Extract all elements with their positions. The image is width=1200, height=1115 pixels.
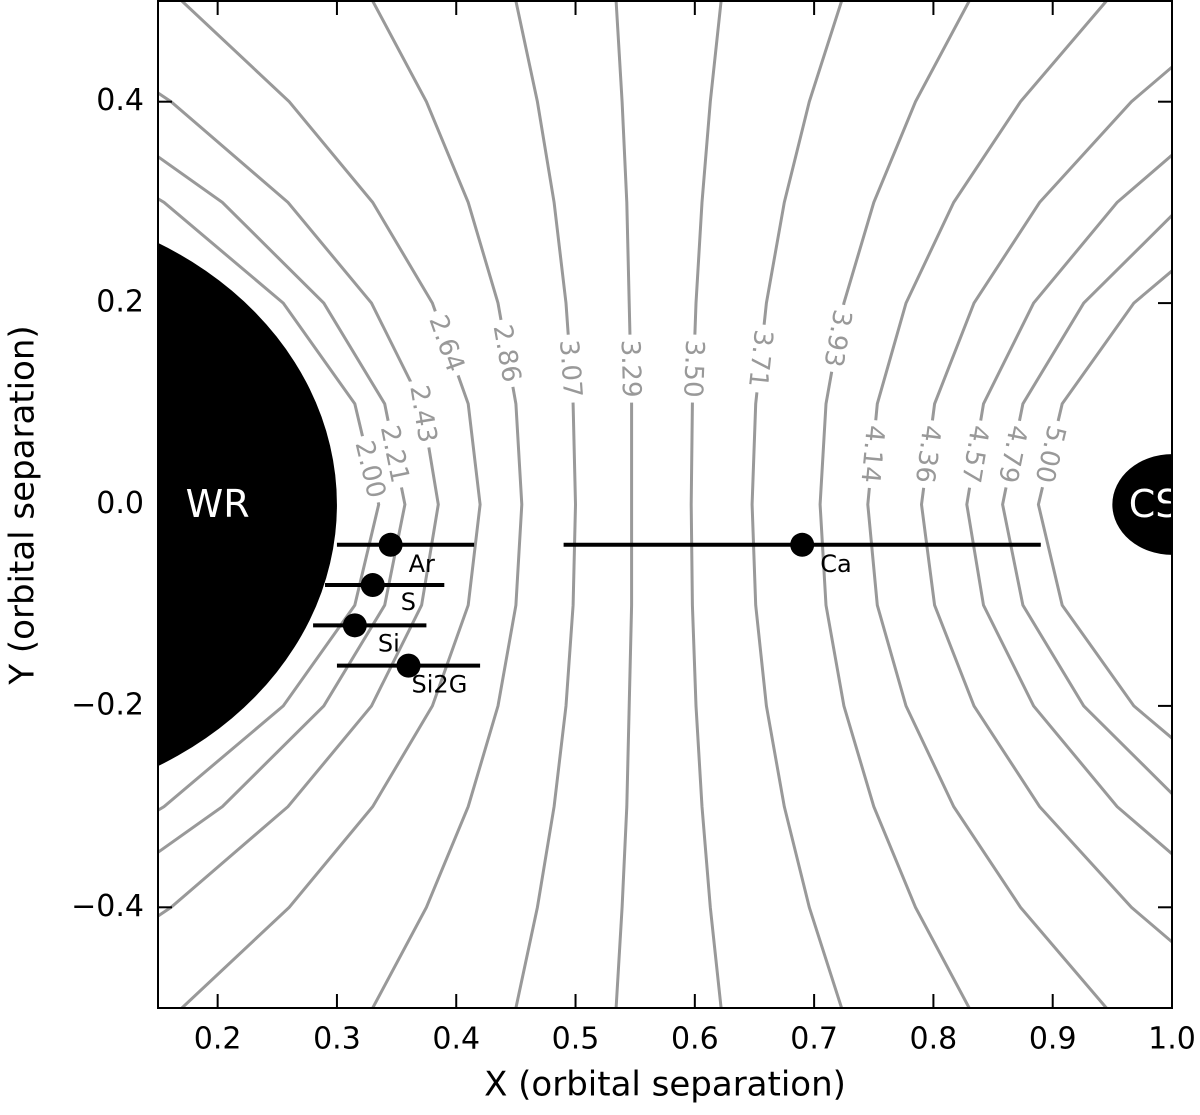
point-label: Si — [378, 629, 400, 657]
contour-line — [818, 1, 971, 1008]
contour-line — [180, 1, 482, 1008]
contour-label-bg — [347, 432, 393, 506]
star — [1112, 454, 1172, 555]
point-label: Ca — [820, 550, 851, 578]
contour-label-bg — [954, 418, 996, 491]
x-tick-label: 0.4 — [432, 1022, 480, 1057]
contour-label-group: 3.29 — [614, 334, 647, 403]
contour-line — [1036, 268, 1172, 741]
contour-label-group: 5.00 — [1027, 417, 1073, 491]
contour-label-group: 3.07 — [553, 333, 588, 404]
point — [790, 532, 815, 557]
point — [378, 532, 403, 557]
contour-line — [965, 153, 1172, 856]
y-tick-label: 0.4 — [96, 83, 144, 118]
contour-label-group: 3.93 — [816, 302, 859, 375]
contour-line — [689, 1, 723, 1008]
contour-label: 3.93 — [817, 307, 857, 369]
contour-label: 4.57 — [955, 423, 994, 485]
contour-label-group: 4.14 — [854, 418, 891, 490]
x-tick-label: 0.8 — [910, 1022, 958, 1057]
contour-label: 5.00 — [1029, 422, 1072, 485]
contour-line — [514, 1, 578, 1008]
x-tick-label: 0.7 — [790, 1022, 838, 1057]
contour-label-bg — [402, 377, 444, 450]
contour-label-group: 4.57 — [954, 418, 996, 491]
contour-line — [919, 65, 1172, 944]
contour-label: 3.50 — [677, 339, 709, 398]
contour-label: 2.64 — [422, 311, 470, 376]
point — [342, 613, 367, 638]
point-label: Ar — [409, 550, 435, 578]
contour-label-bg — [908, 418, 948, 490]
contour-label-bg — [741, 323, 780, 394]
contour-label-bg — [614, 334, 647, 403]
contour-line — [158, 154, 407, 855]
contour-label: 4.79 — [992, 423, 1033, 486]
contour-label-bg — [421, 306, 473, 381]
contour-label: 3.71 — [742, 328, 778, 389]
y-tick-label: 0.0 — [96, 486, 144, 521]
contour-label-bg — [373, 417, 417, 491]
contour-label-bg — [553, 333, 588, 404]
x-tick-label: 1.0 — [1148, 1022, 1196, 1057]
contour-label-group: 4.79 — [991, 417, 1035, 491]
x-axis-label: X (orbital separation) — [484, 1065, 846, 1105]
y-tick-label: 0.2 — [96, 285, 144, 320]
contour-label: 2.43 — [403, 383, 442, 445]
x-tick-label: 0.5 — [552, 1022, 600, 1057]
contour-label-bg — [991, 417, 1035, 491]
contour-line — [614, 1, 634, 1008]
contour-line — [866, 1, 1108, 1008]
point — [360, 573, 385, 598]
contour-label-group: 2.86 — [486, 317, 528, 390]
contour-label-group: 4.36 — [908, 418, 948, 490]
x-tick-label: 0.3 — [313, 1022, 361, 1057]
contour-label-group: 2.64 — [421, 306, 473, 381]
contour-label: 4.14 — [854, 424, 889, 484]
contour-label-bg — [854, 418, 891, 490]
contour-line — [1001, 213, 1172, 796]
x-tick-label: 0.2 — [194, 1022, 242, 1057]
contour-label-bg — [677, 334, 710, 404]
contour-label: 4.36 — [909, 423, 946, 484]
contour-label-bg — [816, 302, 859, 375]
contour-line — [371, 1, 524, 1008]
x-tick-label: 0.9 — [1029, 1022, 1077, 1057]
point-label: Si2G — [412, 671, 468, 699]
star — [158, 242, 337, 767]
contour-line — [158, 197, 381, 812]
y-tick-label: −0.2 — [71, 687, 144, 722]
x-tick-label: 0.6 — [671, 1022, 719, 1057]
contour-label-group: 2.43 — [402, 377, 444, 450]
point-label: S — [401, 588, 416, 616]
contour-label-group: 3.50 — [677, 334, 710, 404]
contour-label: 3.29 — [615, 339, 646, 398]
contour-line — [750, 1, 844, 1008]
contour-label: 2.86 — [487, 322, 527, 384]
contour-label-bg — [1027, 417, 1073, 491]
y-tick-label: −0.4 — [71, 889, 144, 924]
contour-label-bg — [486, 317, 528, 390]
y-axis-label: Y (orbital separation) — [3, 325, 43, 685]
point — [396, 653, 421, 678]
contour-label-group: 3.71 — [741, 323, 780, 394]
plot-area: 2.002.212.432.64 2.86 3.07 3.29 3.50 3.71 3.93… — [158, 1, 1172, 1008]
star-label: WR — [186, 482, 250, 526]
contour-label: 3.07 — [553, 339, 587, 399]
contour-line — [158, 91, 440, 918]
